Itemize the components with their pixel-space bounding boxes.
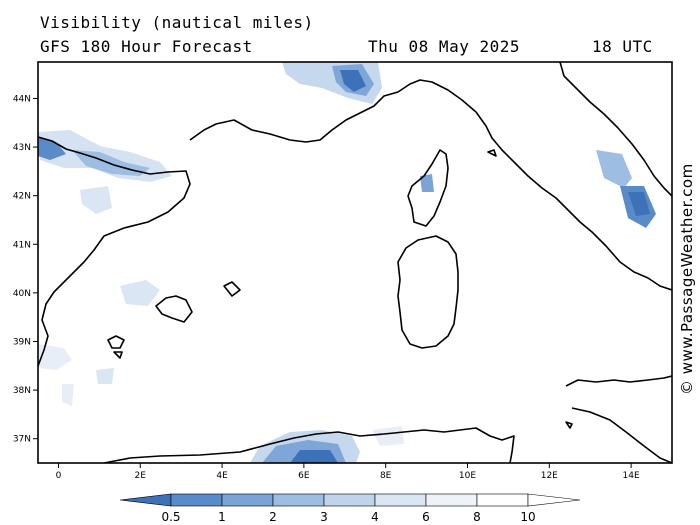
visibility-area-west [38, 344, 72, 370]
latitude-tick-label: 42N [13, 192, 31, 202]
latitude-tick-label: 44N [13, 94, 31, 104]
latitude-tick-label: 39N [13, 337, 31, 347]
visibility-shading [38, 62, 656, 463]
latitude-tick-label: 40N [13, 289, 31, 299]
coast-menorca [223, 281, 241, 297]
latitude-tick-label: 38N [13, 386, 31, 396]
coast-sicily-east [571, 407, 672, 463]
forecast-hour: 18 UTC [592, 37, 653, 56]
visibility-area-west [62, 384, 74, 406]
colorbar-segment [323, 493, 376, 507]
coast-italy-east [559, 62, 672, 197]
colorbar-level-label: 6 [422, 510, 430, 524]
colorbar-high-arrow [527, 493, 581, 507]
colorbar-low-arrow [119, 493, 172, 507]
coast-sardinia [397, 235, 459, 349]
longitude-tick-label: 6E [298, 471, 310, 481]
visibility-area-corsica [420, 174, 434, 192]
coast-malta [565, 421, 573, 429]
coastlines [38, 62, 672, 463]
coast-france-south [189, 79, 672, 291]
forecast-date: Thu 08 May 2025 [368, 37, 520, 56]
map-frame [37, 61, 673, 464]
longitude-tick-label: 14E [623, 471, 640, 481]
colorbar-level-label: 0.5 [161, 510, 180, 524]
colorbar-segment [170, 493, 223, 507]
longitude-tick-label: 10E [459, 471, 476, 481]
colorbar-segment [476, 493, 529, 507]
visibility-area-africa [372, 426, 404, 446]
visibility-colorbar: 0.5 1 2 3 4 6 8 10 [119, 493, 581, 524]
colorbar-segment [272, 493, 325, 507]
coast-ibiza [107, 335, 125, 349]
map-title: Visibility (nautical miles) [40, 13, 314, 32]
coast-africa [103, 427, 515, 463]
coast-mallorca [155, 295, 193, 323]
coast-formentera [113, 351, 123, 359]
longitude-tick-label: 12E [541, 471, 558, 481]
visibility-area-baleares [120, 280, 160, 306]
colorbar-level-label: 1 [218, 510, 226, 524]
coast-corsica [407, 149, 449, 227]
colorbar-segment [425, 493, 478, 507]
longitude-tick-label: 2E [135, 471, 147, 481]
latitude-tick-label: 43N [13, 143, 31, 153]
colorbar-segment [221, 493, 274, 507]
visibility-area-lion [80, 186, 112, 214]
visibility-area-adriatic [596, 150, 632, 188]
colorbar-level-label: 10 [520, 510, 535, 524]
longitude-axis: 0 2E 4E 6E 8E 10E 12E 14E [56, 463, 640, 481]
visibility-area-lion [38, 138, 66, 160]
longitude-tick-label: 4E [216, 471, 228, 481]
coast-iberia-france [38, 136, 191, 367]
forecast-label: GFS 180 Hour Forecast [40, 37, 253, 56]
latitude-axis: 37N 38N 39N 40N 41N 42N 43N 44N [13, 94, 38, 445]
colorbar-level-label: 8 [473, 510, 481, 524]
visibility-area-adriatic [628, 192, 650, 216]
colorbar-level-label: 4 [371, 510, 379, 524]
latitude-tick-label: 37N [13, 435, 31, 445]
visibility-area-africa [290, 450, 338, 463]
credit-text: © www.PassageWeather.com [678, 163, 696, 395]
longitude-tick-label: 8E [380, 471, 392, 481]
colorbar-level-label: 3 [320, 510, 328, 524]
latitude-tick-label: 41N [13, 240, 31, 250]
visibility-area-ligurian [340, 70, 366, 92]
colorbar-level-label: 2 [269, 510, 277, 524]
colorbar-segment [374, 493, 427, 507]
longitude-tick-label: 0 [56, 471, 62, 481]
coast-italy-toe [565, 375, 672, 387]
visibility-area-west [96, 368, 114, 384]
coast-elba [487, 149, 497, 157]
